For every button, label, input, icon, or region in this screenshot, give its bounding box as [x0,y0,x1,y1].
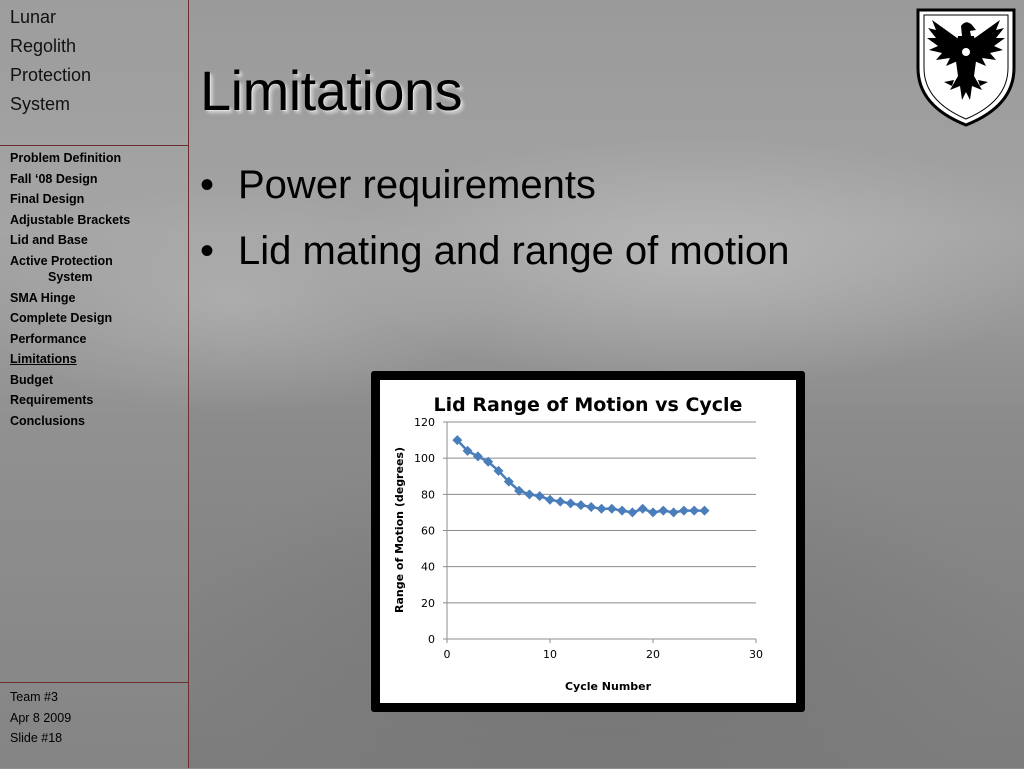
data-point-marker [586,501,597,512]
bullet-list: • Power requirements • Lid mating and ra… [198,162,789,294]
slide-navigation: Problem Definition Fall ‘08 Design Final… [0,150,188,433]
project-title: Lunar Regolith Protection System [0,0,188,146]
nav-item-conclusions[interactable]: Conclusions [10,413,86,428]
data-point-marker [462,445,473,456]
data-point-marker [637,503,648,514]
data-point-marker [627,507,638,518]
bullet-text: Power requirements [238,163,596,207]
y-tick-label: 80 [421,488,435,501]
data-point-marker [648,507,658,518]
range-of-motion-chart: Lid Range of Motion vs Cycle Cycle Numbe… [393,394,763,693]
data-point-marker [534,491,545,502]
bullet-glyph: • [200,163,215,207]
nav-item-final-design[interactable]: Final Design [10,192,85,206]
data-point-marker [555,496,566,507]
eagle-shield-crest-icon [916,8,1016,127]
project-title-line: System [10,94,71,114]
bullet-item: • Power requirements [198,162,789,208]
data-point-marker [596,503,607,514]
data-point-marker [575,500,586,511]
data-point-marker [514,485,525,496]
data-point-marker [699,505,710,516]
data-point-marker [668,507,679,518]
nav-item-sma-hinge[interactable]: SMA Hinge [10,290,76,305]
y-tick-label: 40 [421,561,435,574]
nav-item-complete-design[interactable]: Complete Design [10,311,113,325]
data-point-marker [565,498,576,509]
chart-title: Lid Range of Motion vs Cycle [434,394,743,416]
data-point-marker [617,505,628,516]
slide-footer: Team #3 Apr 8 2009 Slide #18 [0,682,188,769]
chart-area: Lid Range of Motion vs Cycle Cycle Numbe… [380,380,796,703]
x-tick-label: 10 [543,648,557,661]
data-point-marker [545,494,555,505]
nav-item-adjustable-brackets[interactable]: Adjustable Brackets [10,212,131,227]
y-tick-label: 60 [421,525,435,538]
bullet-glyph: • [200,229,215,273]
y-tick-label: 20 [421,597,435,610]
data-point-marker [503,476,514,487]
y-tick-label: 100 [414,452,435,465]
team-label: Team #3 [10,690,58,704]
data-point-marker [606,503,617,514]
data-point-marker [678,505,689,516]
x-axis-label: Cycle Number [565,680,652,693]
data-point-marker [689,505,700,516]
nav-item-active-protection[interactable]: Active Protection [10,253,113,268]
bullet-text: Lid mating and range of motion [238,229,790,273]
sidebar: Lunar Regolith Protection System Problem… [0,0,189,768]
nav-item-budget[interactable]: Budget [10,372,54,387]
nav-item-performance[interactable]: Performance [10,331,87,346]
project-title-line: Regolith [10,36,77,56]
y-axis-label: Range of Motion (degrees) [393,447,406,613]
date-label: Apr 8 2009 [10,710,72,725]
data-point-marker [483,456,494,467]
data-point-marker [493,465,504,476]
nav-item-requirements[interactable]: Requirements [10,393,94,407]
bullet-item: • Lid mating and range of motion [198,228,789,274]
x-tick-label: 0 [444,648,451,661]
x-tick-label: 30 [749,648,763,661]
slide-title: Limitations [200,59,463,122]
data-point-marker [452,435,463,446]
nav-item-lid-and-base[interactable]: Lid and Base [10,233,88,247]
nav-item-limitations[interactable]: Limitations [10,352,77,366]
x-tick-label: 20 [646,648,660,661]
project-title-line: Protection [10,65,92,85]
y-tick-label: 0 [428,633,435,646]
nav-item-fall-08-design[interactable]: Fall ‘08 Design [10,171,98,186]
nav-item-active-protection-line2[interactable]: System [48,270,93,284]
slide-number-label: Slide #18 [10,731,63,745]
data-point-marker [472,451,483,462]
data-point-marker [658,505,669,516]
nav-item-problem-definition[interactable]: Problem Definition [10,151,122,165]
chart-frame: Lid Range of Motion vs Cycle Cycle Numbe… [371,371,805,712]
data-point-marker [524,489,535,500]
project-title-line: Lunar [10,7,57,27]
y-tick-label: 120 [414,416,435,429]
